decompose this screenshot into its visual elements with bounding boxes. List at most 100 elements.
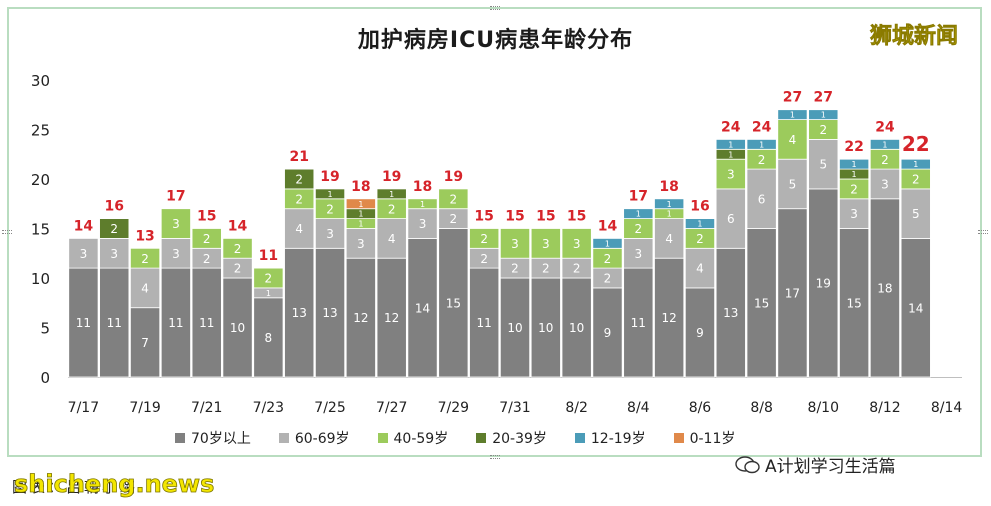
bar-segment-70+ [654,257,685,378]
bar-segment-label: 2 [480,232,488,246]
bar-segment-40-59 [253,267,284,289]
bar-total-label: 27 [783,90,802,106]
bar-total-label: 15 [567,209,586,225]
bar-segment-12-19 [839,158,870,170]
bar-segment-12-19 [869,138,900,150]
bar-segment-12-19 [654,198,685,210]
bar-segment-label: 2 [450,192,458,206]
resize-handle-top[interactable] [490,4,500,10]
bar-segment-label: 2 [819,123,827,137]
bar-segment-label: 3 [850,207,858,221]
bar-segment-label: 1 [913,160,918,169]
bar-segment-label: 14 [908,301,923,315]
bar-segment-70+ [68,267,99,378]
bar-segment-60-69 [623,237,654,269]
bar-segment-label: 1 [821,111,826,120]
bar-segment-60-69 [869,168,900,200]
bar-segment-label: 1 [389,190,394,199]
bar-segment-label: 2 [573,262,581,276]
bar-segment-label: 19 [816,277,831,291]
legend-label: 12-19岁 [590,431,646,447]
resize-handle-bottom[interactable] [490,453,500,459]
y-tick-label: 25 [31,122,50,140]
bar-segment-40-59 [530,228,561,259]
bar-segment-70+ [900,237,931,378]
bar-segment-12-19 [777,109,808,120]
legend-label: 70岁以上 [191,431,251,447]
bar-segment-60-69 [654,218,685,259]
bar-segment-label: 14 [415,301,430,315]
legend-item-20-39: 20-39岁 [476,428,547,448]
chart-credit: 图表：吕朝小璐 [12,478,139,496]
bar-segment-70+ [530,277,561,378]
bar-segment-label: 2 [203,232,211,246]
bar-segment-label: 3 [542,237,550,251]
bar-segment-label: 2 [850,182,858,196]
bar-segment-70+ [839,228,870,378]
bar-total-label: 24 [875,119,895,135]
y-tick-label: 15 [31,221,50,239]
bar-segment-70+ [684,287,716,378]
bar-segment-40-59 [469,228,500,249]
bar-segment-60-69 [314,218,346,249]
bar-segment-label: 3 [357,237,365,251]
bar-segment-12-19 [623,208,654,219]
resize-handle-left[interactable] [2,228,12,238]
bar-segment-label: 4 [696,262,704,276]
legend-swatch [175,433,185,443]
bar-segment-label: 3 [80,247,88,261]
bar-segment-70+ [160,267,191,378]
bar-segment-label: 2 [234,262,242,276]
bar-segment-40-59 [160,208,191,239]
bar-segment-70+ [376,257,407,378]
legend-item-12-19: 12-19岁 [574,428,646,448]
bar-segment-60-69 [130,267,161,309]
bar-segment-40-59 [222,237,253,259]
wechat-icon [735,455,761,474]
x-tick-label: 7/17 [68,400,99,416]
legend-swatch [278,433,289,443]
x-tick-label: 7/19 [129,400,160,416]
bar-segment-12-19 [592,237,623,249]
bar-segment-label: 2 [295,192,303,206]
resize-handle-right[interactable] [978,228,988,238]
bar-segment-70+ [746,228,777,378]
bar-segment-12-19 [746,138,777,150]
bar-segment-label: 1 [358,200,363,209]
bar-segment-60-69 [746,168,777,229]
bar-segment-label: 13 [292,306,307,320]
bar-segment-label: 5 [819,158,827,172]
x-tick-label: 7/25 [314,400,345,416]
bar-total-label: 19 [382,169,401,185]
bar-segment-label: 15 [754,296,769,310]
bar-segment-70+ [191,267,222,378]
bar-segment-0-11 [345,198,376,210]
bar-total-label: 21 [289,149,308,165]
bar-segment-label: 4 [141,281,149,295]
bar-segment-40-59 [561,228,592,259]
bar-total-label: 27 [814,90,833,106]
bar-segment-label: 2 [141,252,149,266]
bar-segment-label: 2 [634,222,642,236]
bar-segment-70+ [407,237,438,378]
bar-segment-label: 3 [511,237,519,251]
bar-segment-label: 1 [667,210,672,219]
bar-segment-label: 9 [696,326,704,340]
bar-segment-label: 10 [507,321,522,335]
bar-total-label: 14 [74,218,94,234]
bar-segment-label: 12 [661,311,676,325]
legend-item-60-69: 60-69岁 [278,428,350,448]
bar-segment-20-39 [376,188,407,200]
wechat-account: A计划学习生活篇 [735,452,896,477]
bar-segment-40-59 [130,247,161,269]
chart-legend: 70岁以上 60-69岁 40-59岁 20-39岁 12-19岁 0-11岁 [175,428,735,448]
bar-total-label: 15 [474,209,493,225]
bar-segment-70+ [469,267,500,378]
bar-segment-20-39 [314,188,346,200]
bar-segment-label: 11 [168,316,183,330]
bar-total-label: 22 [902,132,930,156]
x-tick-label: 8/4 [627,400,650,416]
bar-segment-label: 3 [172,247,180,261]
bar-segment-label: 2 [326,202,334,216]
x-tick-label: 8/6 [689,400,712,416]
